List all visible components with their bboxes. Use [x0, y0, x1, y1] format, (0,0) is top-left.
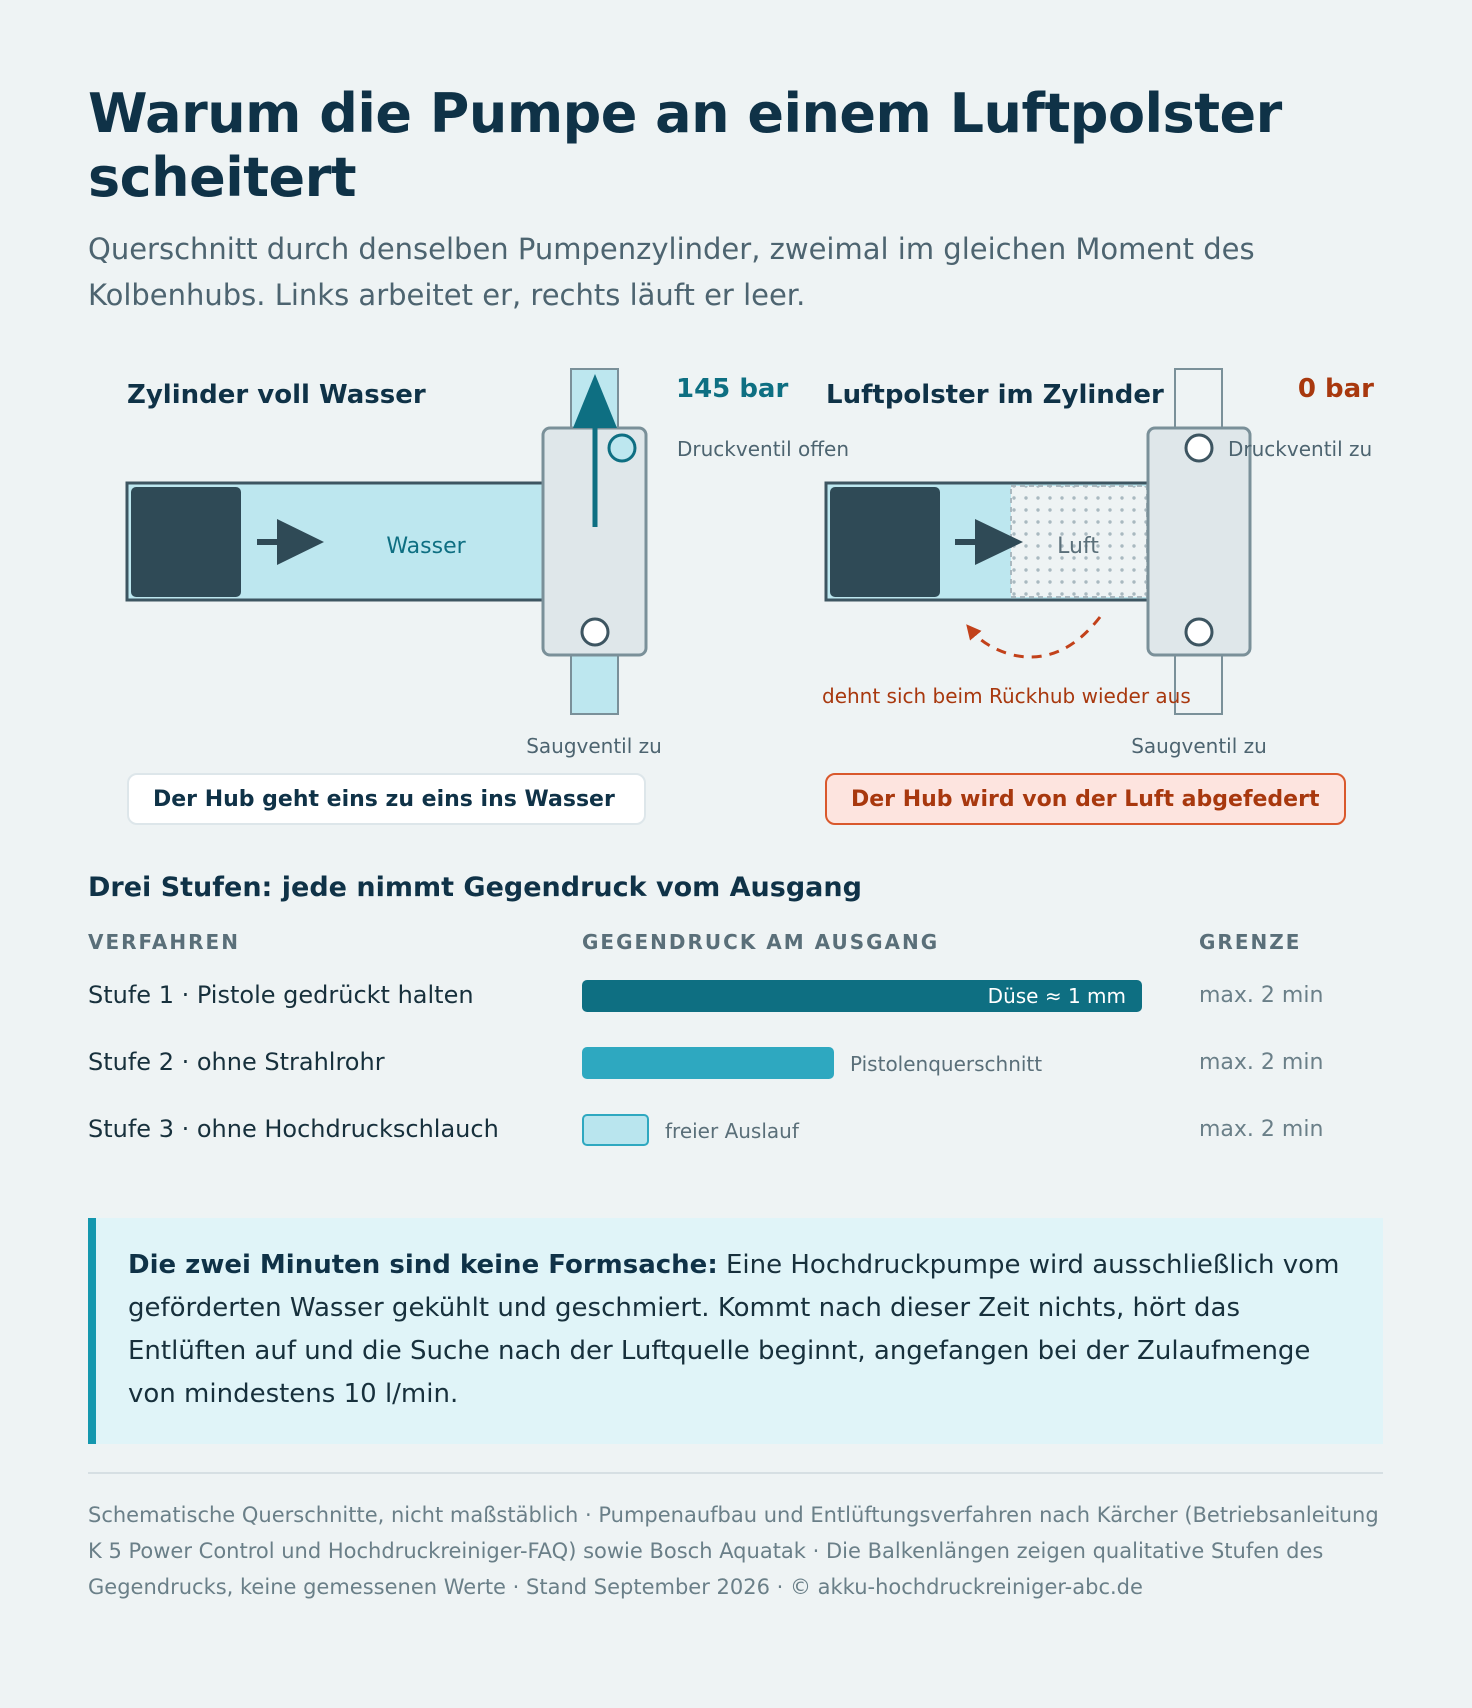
- right-rebound-note: dehnt sich beim Rückhub wieder aus: [822, 684, 1191, 708]
- stage-bar-label: freier Auslauf: [665, 1119, 799, 1143]
- right-rebound-arrow: [966, 616, 1102, 659]
- right-medium-label: Luft: [1057, 534, 1099, 559]
- stage-limit: max. 2 min: [1199, 983, 1324, 1008]
- stage-row-label: Stufe 2 · ohne Strahlrohr: [88, 1048, 385, 1076]
- info-callout-lead: Die zwei Minuten sind keine Formsache:: [128, 1250, 718, 1280]
- stage-limit: max. 2 min: [1199, 1050, 1324, 1075]
- right-inlet-pipe: [1174, 649, 1223, 715]
- left-heading: Zylinder voll Wasser: [127, 380, 426, 410]
- column-header-limit: GRENZE: [1199, 930, 1302, 954]
- left-diagram: Zylinder voll Wasser 145 bar Druckventil…: [125, 368, 849, 758]
- page-subtitle: Querschnitt durch denselben Pumpenzylind…: [88, 232, 1255, 312]
- left-flow-arrow-head: [573, 374, 617, 428]
- left-inlet-valve-label: Saugventil zu: [526, 734, 662, 758]
- left-medium-label: Wasser: [386, 534, 466, 559]
- footer-divider: [88, 1472, 1383, 1474]
- info-callout-body: Eine Hochdruckpumpe wird ausschließlich …: [128, 1250, 1340, 1409]
- page-title: Warum die Pumpe an einem Luftpolster sch…: [88, 82, 1282, 209]
- left-outlet-valve-label: Druckventil offen: [677, 437, 849, 461]
- left-piston-arrow-head: [277, 519, 324, 565]
- left-inlet-valve-closed: [580, 617, 610, 647]
- right-heading: Luftpolster im Zylinder: [826, 380, 1164, 410]
- cylinder-diagrams: Zylinder voll Wasser 145 bar Druckventil…: [125, 368, 1374, 758]
- left-pressure-value: 145 bar: [676, 374, 788, 404]
- right-outlet-valve-closed: [1184, 433, 1214, 463]
- right-outlet-valve-label: Druckventil zu: [1228, 437, 1372, 461]
- info-callout-text: Die zwei Minuten sind keine Formsache: E…: [128, 1244, 1343, 1416]
- column-header-pressure: GEGENDRUCK AM AUSGANG: [582, 930, 940, 954]
- right-caption-pill: Der Hub wird von der Luft abgefedert: [825, 773, 1346, 825]
- info-callout: Die zwei Minuten sind keine Formsache: E…: [88, 1218, 1383, 1444]
- stage-bar: [582, 1114, 649, 1146]
- stage-row-label: Stufe 3 · ohne Hochdruckschlauch: [88, 1115, 499, 1143]
- right-outlet-pipe: [1174, 368, 1223, 432]
- right-piston-arrow-head: [975, 519, 1023, 565]
- right-inlet-valve-label: Saugventil zu: [1131, 734, 1267, 758]
- stage-bar-label: Düse ≈ 1 mm: [987, 984, 1126, 1008]
- left-inlet-pipe: [570, 649, 619, 715]
- footer-sources: Schematische Querschnitte, nicht maßstäb…: [88, 1503, 1379, 1599]
- stage-limit: max. 2 min: [1199, 1117, 1324, 1142]
- stage-bar-label: Pistolenquerschnitt: [850, 1052, 1043, 1076]
- right-piston: [830, 487, 940, 597]
- left-outlet-valve-open: [607, 433, 637, 463]
- stage-row-label: Stufe 1 · Pistole gedrückt halten: [88, 981, 474, 1009]
- left-piston: [131, 487, 241, 597]
- stage-bar: [582, 1047, 834, 1079]
- right-pressure-value: 0 bar: [1298, 374, 1374, 404]
- column-header-method: VERFAHREN: [88, 930, 240, 954]
- left-caption-pill: Der Hub geht eins zu eins ins Wasser: [127, 773, 646, 825]
- stages-title: Drei Stufen: jede nimmt Gegendruck vom A…: [88, 872, 862, 903]
- right-valve-block: [1146, 426, 1252, 657]
- stage-bar: Düse ≈ 1 mm: [582, 980, 1142, 1012]
- right-diagram: Luftpolster im Zylinder 0 bar Druckventi…: [822, 368, 1374, 758]
- right-inlet-valve-closed: [1184, 617, 1214, 647]
